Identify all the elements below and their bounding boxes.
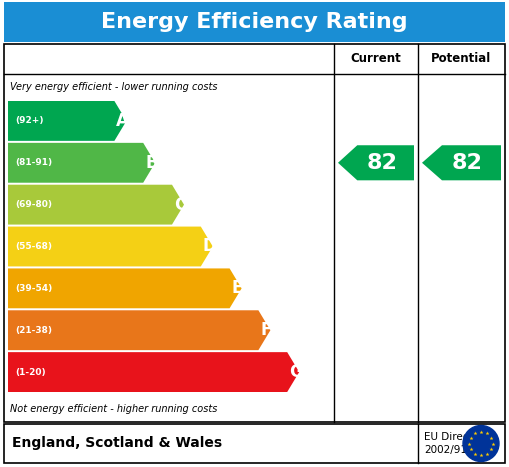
Text: E: E: [232, 279, 243, 297]
Text: A: A: [117, 112, 129, 130]
Bar: [4, 2, 505, 42]
Text: (69-80): (69-80): [15, 200, 52, 209]
Text: (55-68): (55-68): [15, 242, 52, 251]
Text: 2002/91/EC: 2002/91/EC: [424, 446, 485, 455]
Text: Current: Current: [351, 52, 402, 65]
Text: (21-38): (21-38): [15, 325, 52, 335]
Text: 82: 82: [366, 153, 398, 173]
Polygon shape: [8, 269, 242, 308]
Text: F: F: [261, 321, 272, 339]
Text: C: C: [174, 196, 186, 213]
Polygon shape: [8, 310, 270, 350]
Text: B: B: [145, 154, 158, 172]
Text: (81-91): (81-91): [15, 158, 52, 167]
Polygon shape: [8, 143, 155, 183]
Text: EU Directive: EU Directive: [424, 432, 488, 441]
Bar: [4, 44, 505, 422]
Text: (39-54): (39-54): [15, 284, 52, 293]
Circle shape: [463, 425, 499, 461]
Text: G: G: [289, 363, 303, 381]
Text: Potential: Potential: [431, 52, 492, 65]
Polygon shape: [422, 145, 501, 180]
Text: (1-20): (1-20): [15, 368, 46, 376]
Polygon shape: [338, 145, 414, 180]
Bar: [4, 424, 505, 463]
Polygon shape: [8, 352, 299, 392]
Text: Not energy efficient - higher running costs: Not energy efficient - higher running co…: [10, 403, 217, 413]
Text: Very energy efficient - lower running costs: Very energy efficient - lower running co…: [10, 82, 217, 92]
Polygon shape: [8, 185, 184, 225]
Text: 82: 82: [452, 153, 483, 173]
Polygon shape: [8, 226, 213, 267]
Text: D: D: [203, 238, 216, 255]
Text: England, Scotland & Wales: England, Scotland & Wales: [12, 437, 222, 451]
Text: Energy Efficiency Rating: Energy Efficiency Rating: [101, 12, 408, 32]
Text: (92+): (92+): [15, 116, 43, 126]
Polygon shape: [8, 101, 126, 141]
